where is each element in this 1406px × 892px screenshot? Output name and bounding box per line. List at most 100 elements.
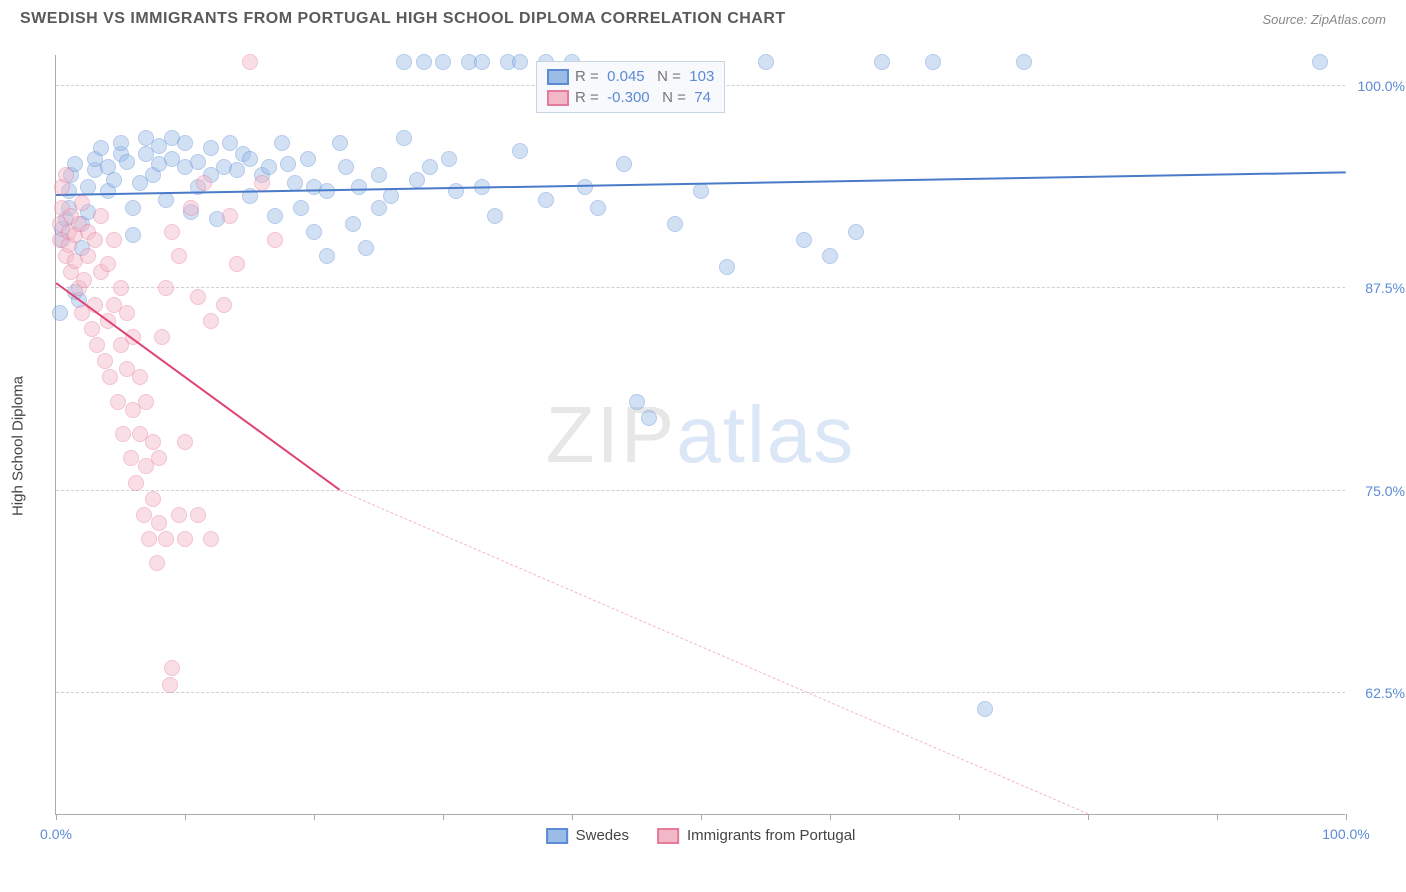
x-tick-label: 0.0%	[40, 826, 72, 842]
data-point	[119, 305, 135, 321]
data-point	[396, 130, 412, 146]
data-point	[435, 54, 451, 70]
data-point	[136, 507, 152, 523]
data-point	[332, 135, 348, 151]
y-tick-label: 62.5%	[1350, 685, 1405, 701]
data-point	[106, 172, 122, 188]
data-point	[293, 200, 309, 216]
data-point	[383, 188, 399, 204]
data-point	[151, 515, 167, 531]
data-point	[254, 175, 270, 191]
data-point	[667, 216, 683, 232]
data-point	[145, 491, 161, 507]
data-point	[123, 450, 139, 466]
data-point	[58, 167, 74, 183]
data-point	[203, 140, 219, 156]
x-tick	[701, 814, 702, 820]
data-point	[203, 531, 219, 547]
data-point	[358, 240, 374, 256]
x-tick	[1088, 814, 1089, 820]
data-point	[300, 151, 316, 167]
data-point	[113, 280, 129, 296]
data-point	[242, 151, 258, 167]
data-point	[796, 232, 812, 248]
data-point	[416, 54, 432, 70]
data-point	[177, 434, 193, 450]
legend-label: Immigrants from Portugal	[687, 827, 855, 844]
data-point	[758, 54, 774, 70]
data-point	[371, 200, 387, 216]
stats-legend: R = 0.045 N = 103 R = -0.300 N = 74	[536, 61, 725, 113]
data-point	[89, 337, 105, 353]
data-point	[222, 208, 238, 224]
data-point	[158, 531, 174, 547]
data-point	[1312, 54, 1328, 70]
data-point	[216, 297, 232, 313]
data-point	[87, 232, 103, 248]
data-point	[80, 179, 96, 195]
y-tick-label: 75.0%	[1350, 483, 1405, 499]
data-point	[113, 135, 129, 151]
data-point	[590, 200, 606, 216]
data-point	[154, 329, 170, 345]
data-point	[229, 162, 245, 178]
legend-swatch	[657, 828, 679, 844]
data-point	[319, 248, 335, 264]
trend-line	[340, 490, 1089, 814]
watermark: ZIPatlas	[546, 389, 855, 481]
data-point	[125, 200, 141, 216]
data-point	[396, 54, 412, 70]
data-point	[474, 54, 490, 70]
x-tick	[1217, 814, 1218, 820]
data-point	[158, 280, 174, 296]
gridline-h	[56, 287, 1345, 288]
legend-stat: R = -0.300 N = 74	[575, 89, 711, 106]
data-point	[351, 179, 367, 195]
data-point	[641, 410, 657, 426]
data-point	[149, 555, 165, 571]
data-point	[422, 159, 438, 175]
data-point	[93, 140, 109, 156]
x-tick	[185, 814, 186, 820]
page-title: SWEDISH VS IMMIGRANTS FROM PORTUGAL HIGH…	[20, 10, 786, 27]
data-point	[151, 450, 167, 466]
data-point	[110, 394, 126, 410]
y-tick-label: 87.5%	[1350, 280, 1405, 296]
x-tick	[56, 814, 57, 820]
data-point	[138, 394, 154, 410]
data-point	[74, 195, 90, 211]
legend-stat: R = 0.045 N = 103	[575, 68, 714, 85]
y-tick-label: 100.0%	[1350, 78, 1405, 94]
data-point	[115, 426, 131, 442]
data-point	[267, 232, 283, 248]
scatter-plot: ZIPatlas 62.5%75.0%87.5%100.0%0.0%100.0%…	[55, 55, 1345, 815]
data-point	[229, 256, 245, 272]
x-tick	[830, 814, 831, 820]
data-point	[629, 394, 645, 410]
data-point	[345, 216, 361, 232]
legend-swatch	[547, 69, 569, 85]
legend-swatch	[546, 828, 568, 844]
data-point	[977, 701, 993, 717]
data-point	[1016, 54, 1032, 70]
data-point	[102, 369, 118, 385]
data-point	[128, 475, 144, 491]
data-point	[512, 54, 528, 70]
data-point	[93, 208, 109, 224]
gridline-h	[56, 490, 1345, 491]
series-legend: Swedes Immigrants from Portugal	[546, 827, 856, 844]
data-point	[162, 677, 178, 693]
data-point	[177, 135, 193, 151]
data-point	[106, 232, 122, 248]
data-point	[125, 227, 141, 243]
data-point	[487, 208, 503, 224]
data-point	[190, 507, 206, 523]
data-point	[441, 151, 457, 167]
x-tick	[959, 814, 960, 820]
x-tick	[1346, 814, 1347, 820]
data-point	[141, 531, 157, 547]
data-point	[80, 248, 96, 264]
trend-line	[55, 282, 340, 491]
data-point	[119, 154, 135, 170]
legend-label: Swedes	[576, 827, 629, 844]
